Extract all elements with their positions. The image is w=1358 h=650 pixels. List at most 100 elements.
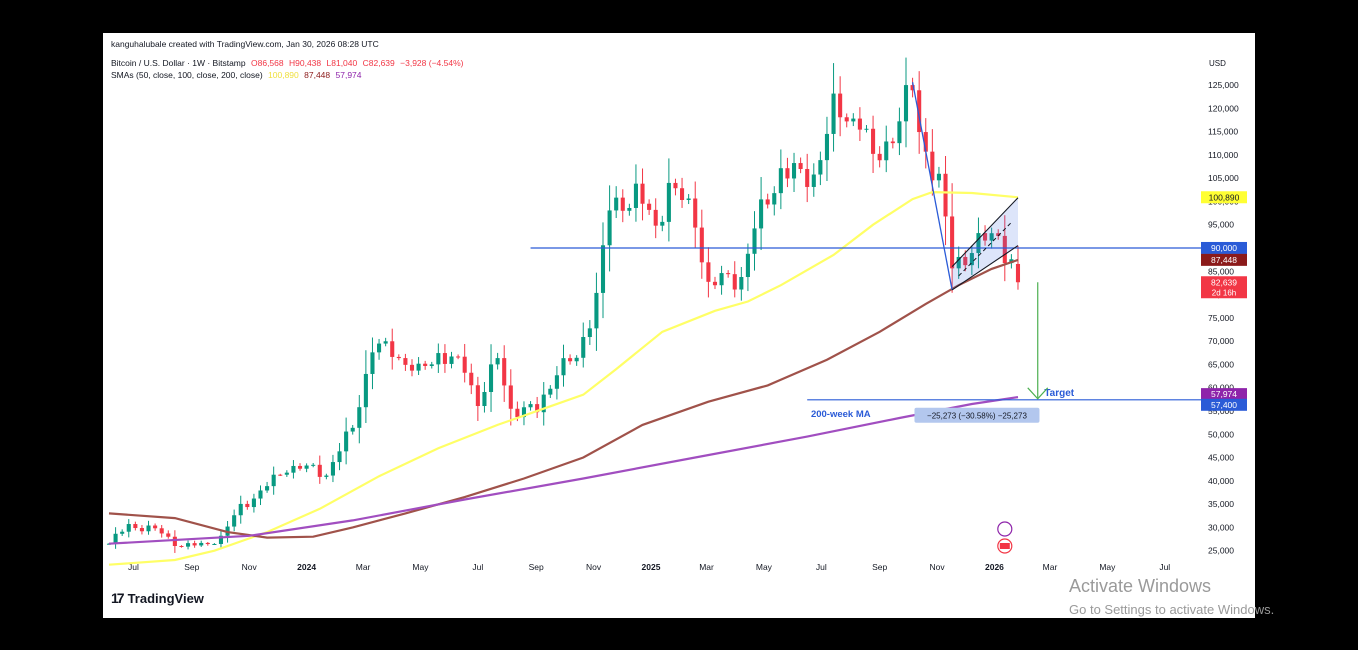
candle-body xyxy=(594,292,599,329)
candle-body xyxy=(153,525,158,529)
candle-body xyxy=(897,121,902,144)
candle-body xyxy=(732,274,737,290)
price-label-box xyxy=(1201,241,1247,254)
y-tick-label: 65,000 xyxy=(1208,359,1234,369)
price-label-value: 82,639 xyxy=(1211,277,1237,287)
x-tick-label: May xyxy=(756,562,773,572)
candle-body xyxy=(278,474,283,476)
candle-body xyxy=(699,227,704,263)
tradingview-mark-icon: 17 xyxy=(111,590,125,606)
candle-body xyxy=(785,168,790,179)
y-tick-label: 125,000 xyxy=(1208,80,1239,90)
candle-body xyxy=(172,536,177,546)
bear-flag-channel xyxy=(952,197,1018,290)
candle-body xyxy=(752,228,757,254)
candle-body xyxy=(706,262,711,282)
candle-body xyxy=(370,352,375,374)
candle-body xyxy=(495,358,500,365)
attribution-text: kanguhalubale created with TradingView.c… xyxy=(111,39,379,49)
candle-body xyxy=(726,273,731,275)
candle-body xyxy=(120,531,125,534)
x-tick-label: Mar xyxy=(356,562,371,572)
candle-body xyxy=(561,358,566,376)
price-label-value: 57,400 xyxy=(1211,400,1237,410)
candle-body xyxy=(653,209,658,226)
candle-body xyxy=(871,128,876,154)
candle-body xyxy=(884,141,889,161)
x-tick-label: Sep xyxy=(184,562,199,572)
candle-body xyxy=(337,451,342,463)
candle-body xyxy=(647,203,652,210)
chart-frame: kanguhalubale created with TradingView.c… xyxy=(103,33,1255,618)
price-label-box xyxy=(1201,398,1247,411)
candle-body xyxy=(660,221,665,226)
candle-body xyxy=(1015,263,1021,283)
candle-body xyxy=(258,490,263,499)
candle-body xyxy=(857,118,862,130)
candle-body xyxy=(106,543,112,545)
candle-body xyxy=(508,385,513,409)
sma200-line xyxy=(108,396,1019,545)
ma200-annotation: 200-week MA xyxy=(811,409,871,420)
candle-body xyxy=(475,385,480,407)
candle-body xyxy=(620,197,625,211)
candle-body xyxy=(363,373,368,408)
candle-body xyxy=(791,163,797,179)
candle-body xyxy=(745,253,750,278)
sma50-line xyxy=(108,190,1019,566)
y-tick-label: 105,000 xyxy=(1208,173,1239,183)
candle-body xyxy=(851,118,856,122)
axis-currency: USD xyxy=(1209,59,1226,68)
candle-body xyxy=(403,358,408,365)
candle-body xyxy=(232,515,237,527)
price-label-box xyxy=(1201,276,1247,299)
candle-body xyxy=(923,132,928,152)
sma-legend[interactable]: SMAs (50, close, 100, close, 200, close)… xyxy=(111,70,365,80)
candle-body xyxy=(680,188,685,200)
candle-body xyxy=(917,90,922,133)
y-tick-label: 55,000 xyxy=(1208,406,1234,416)
flag-lower-line xyxy=(951,245,1019,291)
event-flash-icon xyxy=(997,521,1013,537)
candle-body xyxy=(199,542,204,546)
candle-body xyxy=(133,524,138,529)
price-label-value: 100,890 xyxy=(1209,192,1240,202)
measure-box xyxy=(914,407,1040,423)
y-tick-label: 115,000 xyxy=(1208,127,1238,137)
candle-body xyxy=(541,394,546,413)
target-arrow-head xyxy=(1027,387,1049,400)
y-tick-label: 30,000 xyxy=(1208,522,1234,532)
x-tick-label: Jul xyxy=(128,562,139,572)
candle-body xyxy=(976,233,981,254)
down-leg-trendline xyxy=(911,82,953,291)
candle-body xyxy=(396,356,401,359)
y-tick-label: 50,000 xyxy=(1208,429,1234,439)
candle-body xyxy=(818,160,823,175)
candle-body xyxy=(159,528,164,534)
x-tick-label: 2025 xyxy=(642,562,661,572)
x-tick-label: 2026 xyxy=(985,562,1004,572)
candle-body xyxy=(390,341,395,357)
candle-body xyxy=(574,357,579,362)
ohlc-change: −3,928 (−4.54%) xyxy=(400,58,464,68)
candle-body xyxy=(344,431,349,452)
candle-body xyxy=(192,543,197,546)
candle-body xyxy=(778,168,783,194)
candle-body xyxy=(831,93,836,134)
y-tick-label: 95,000 xyxy=(1208,220,1234,230)
candle-body xyxy=(528,404,533,408)
flag-inner-dashed-line xyxy=(958,222,1012,277)
candle-body xyxy=(890,141,895,144)
price-chart[interactable]: USD 25,000 30,000 35,000 40,000 45,000 50,000 5… xyxy=(103,33,1255,618)
price-label-countdown: 2d 16h xyxy=(1212,288,1236,297)
y-tick-label: 40,000 xyxy=(1208,476,1234,486)
symbol-line: Bitcoin / U.S. Dollar · 1W · Bitstamp O8… xyxy=(111,58,466,68)
candle-body xyxy=(297,465,303,469)
candle-body xyxy=(581,337,586,358)
candle-body xyxy=(903,85,909,122)
candle-body xyxy=(772,193,777,205)
candle-body xyxy=(317,464,322,477)
candle-body xyxy=(877,153,882,161)
candle-body xyxy=(811,174,816,187)
y-tick-label: 120,000 xyxy=(1208,103,1239,113)
